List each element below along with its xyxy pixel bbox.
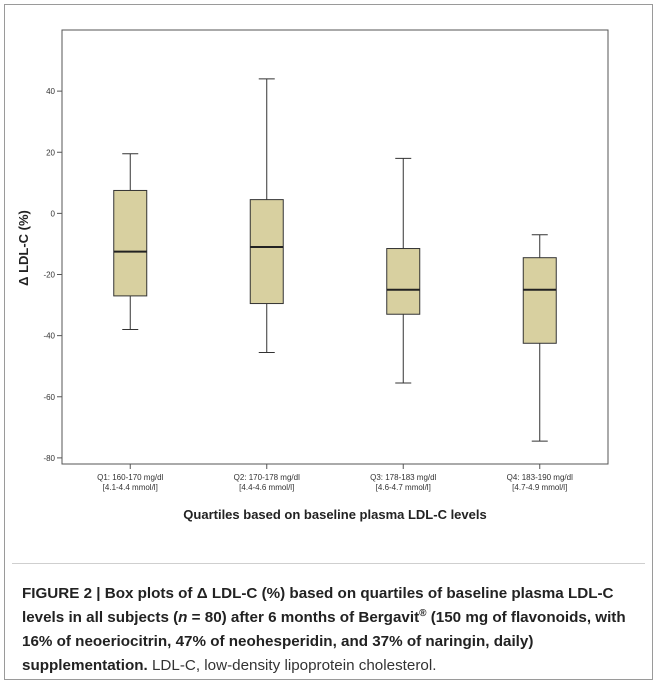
iqr-box (386, 248, 421, 315)
iqr-box (249, 199, 284, 305)
y-tick-label: 40 (46, 87, 55, 96)
x-tick-label-sub: [4.1-4.4 mmol/l] (103, 483, 158, 492)
y-tick-label: 0 (51, 209, 56, 218)
caption-n-variable: n (178, 609, 188, 626)
box-series (113, 78, 557, 442)
caption-divider (12, 563, 645, 564)
x-tick-label: Q3: 178-183 mg/dl (370, 473, 436, 482)
box-1 (113, 153, 148, 331)
x-tick-label-sub: [4.7-4.9 mmol/l] (512, 483, 567, 492)
iqr-box (522, 257, 557, 344)
registered-mark: ® (419, 607, 427, 619)
y-tick-label: -40 (43, 332, 55, 341)
iqr-box (113, 189, 148, 297)
x-axis-label: Quartiles based on baseline plasma LDL-C… (183, 507, 486, 522)
box-4 (522, 234, 557, 442)
plot-area (61, 29, 609, 465)
x-tick-label-sub: [4.6-4.7 mmol/l] (376, 483, 431, 492)
x-tick-label: Q2: 170-178 mg/dl (234, 473, 300, 482)
y-tick-label: -20 (43, 271, 55, 280)
y-axis-label: Δ LDL-C (%) (16, 210, 31, 286)
box-3 (386, 157, 421, 384)
box-plot-chart: 40 20 0 -20 -40 -60 -80 Q1: 160-170 mg/dl[4.1-… (16, 29, 609, 522)
x-tick-label-sub: [4.4-4.6 mmol/l] (239, 483, 294, 492)
caption-bold-text: FIGURE 2 | Box plots of Δ LDL-C (%) base… (22, 585, 614, 626)
y-axis: 40 20 0 -20 -40 -60 -80 (43, 87, 62, 463)
x-tick-label: Q1: 160-170 mg/dl (97, 473, 163, 482)
caption-bold-text-3: (150 mg of flavonoids, with 16% of neoer… (22, 609, 626, 674)
figure-caption: FIGURE 2 | Box plots of Δ LDL-C (%) base… (22, 582, 632, 678)
box-2 (249, 78, 284, 353)
y-tick-label: -60 (43, 393, 55, 402)
caption-bold-text-2: = 80) after 6 months of Bergavit (187, 609, 420, 626)
caption-normal-text: LDL-C, low-density lipoprotein cholester… (147, 657, 437, 674)
y-tick-label: 20 (46, 148, 55, 157)
x-tick-label: Q4: 183-190 mg/dl (507, 473, 573, 482)
x-axis: Q1: 160-170 mg/dl[4.1-4.4 mmol/l] Q2: 170… (97, 464, 573, 492)
y-tick-label: -80 (43, 454, 55, 463)
